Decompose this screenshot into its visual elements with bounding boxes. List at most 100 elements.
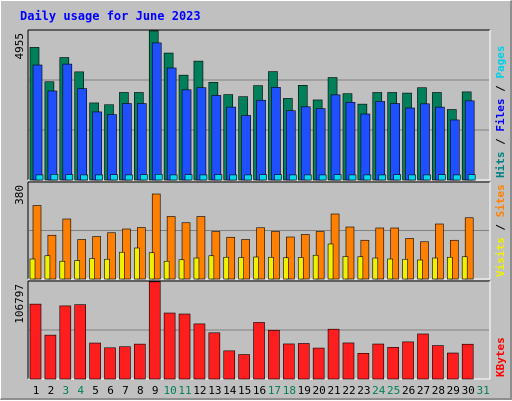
bar-files [107, 114, 117, 181]
bar-visits [193, 257, 200, 280]
bar-visits [283, 257, 289, 280]
bar-kbytes [163, 312, 176, 380]
x-tick-label: 22 [342, 384, 355, 397]
bar-pages [289, 174, 297, 181]
bar-pages [408, 174, 416, 181]
bar-kbytes [193, 323, 206, 380]
bar-sites [107, 232, 116, 280]
y-axis-label-part: Files [494, 99, 507, 132]
bar-visits [402, 258, 408, 280]
bar-files [256, 99, 266, 181]
bar-pages [65, 174, 74, 181]
bar-kbytes [297, 343, 310, 380]
y-axis-label: Hits / Files / Pages [494, 46, 507, 179]
bar-files [464, 100, 475, 181]
y-axis-label-part: / [494, 132, 507, 152]
bar-pages [393, 174, 401, 181]
y-axis-label-part: Pages [494, 46, 507, 79]
bar-files [271, 87, 281, 181]
bar-files [32, 64, 43, 181]
y-axis-label: KBytes [494, 337, 507, 377]
bar-pages [125, 174, 133, 181]
bar-visits [372, 257, 379, 280]
bar-pages [274, 174, 282, 181]
bar-files [420, 103, 430, 181]
bar-pages [35, 174, 44, 181]
bar-sites [345, 226, 355, 280]
bar-sites [32, 205, 42, 280]
bar-kbytes [44, 334, 57, 380]
bar-files [286, 110, 296, 181]
x-tick-label: 10 [164, 384, 177, 397]
bar-kbytes [29, 303, 42, 380]
bar-kbytes [312, 347, 325, 380]
x-tick-label: 1 [33, 384, 40, 397]
bar-files [211, 95, 222, 181]
bar-pages [140, 174, 148, 181]
x-tick-label: 6 [107, 384, 114, 397]
bar-visits [357, 256, 364, 280]
y-axis-label: Visits / Sites [494, 184, 507, 277]
bar-files [435, 106, 445, 181]
bar-visits [89, 258, 95, 280]
bar-sites [464, 217, 474, 280]
x-tick-label: 21 [327, 384, 340, 397]
bar-visits [417, 259, 423, 280]
bar-visits [342, 256, 349, 280]
x-tick-label: 9 [152, 384, 159, 397]
bar-files [241, 115, 251, 181]
bar-sites [151, 193, 161, 280]
bar-kbytes [461, 343, 474, 380]
bar-sites [181, 222, 191, 280]
bar-kbytes [119, 346, 131, 380]
y-axis-label-part: Hits [494, 152, 507, 179]
bar-visits [238, 257, 244, 280]
bar-sites [196, 216, 206, 280]
bar-pages [154, 174, 163, 181]
bar-pages [363, 174, 372, 181]
y-axis-label-part: KBytes [494, 337, 507, 377]
bar-kbytes [134, 343, 146, 380]
bar-files [315, 108, 326, 181]
bar-visits [59, 260, 66, 280]
bar-files [47, 90, 58, 181]
bar-kbytes [283, 343, 295, 380]
bar-pages [184, 174, 193, 181]
bar-files [77, 88, 88, 181]
bar-pages [229, 174, 238, 181]
bar-sites [77, 239, 87, 280]
bar-pages [259, 174, 267, 181]
bar-kbytes [372, 343, 385, 380]
bar-files [196, 87, 207, 181]
bar-sites [166, 216, 176, 280]
bar-files [375, 101, 386, 181]
x-tick-label: 12 [193, 384, 206, 397]
x-tick-label: 15 [238, 384, 251, 397]
bar-kbytes [104, 347, 116, 380]
bar-kbytes [327, 328, 340, 380]
bar-files [360, 113, 371, 181]
bar-files [226, 106, 237, 181]
x-tick-label: 23 [357, 384, 370, 397]
bar-kbytes [208, 332, 221, 380]
bar-pages [95, 174, 103, 181]
bar-visits [297, 257, 304, 280]
y-axis-label-part: / [494, 79, 507, 99]
x-tick-label: 11 [178, 384, 191, 397]
bar-visits [104, 258, 110, 280]
bar-pages [199, 174, 208, 181]
bar-visits [148, 252, 155, 280]
bar-files [137, 103, 147, 181]
x-tick-label: 30 [462, 384, 475, 397]
bar-pages [110, 174, 118, 181]
x-tick-label: 5 [92, 384, 99, 397]
bar-kbytes [223, 350, 236, 380]
bar-visits [163, 260, 170, 280]
bar-sites [300, 234, 310, 280]
x-tick-label: 27 [417, 384, 430, 397]
bar-visits [74, 260, 81, 280]
bar-kbytes [432, 345, 444, 380]
x-tick-label: 19 [298, 384, 311, 397]
